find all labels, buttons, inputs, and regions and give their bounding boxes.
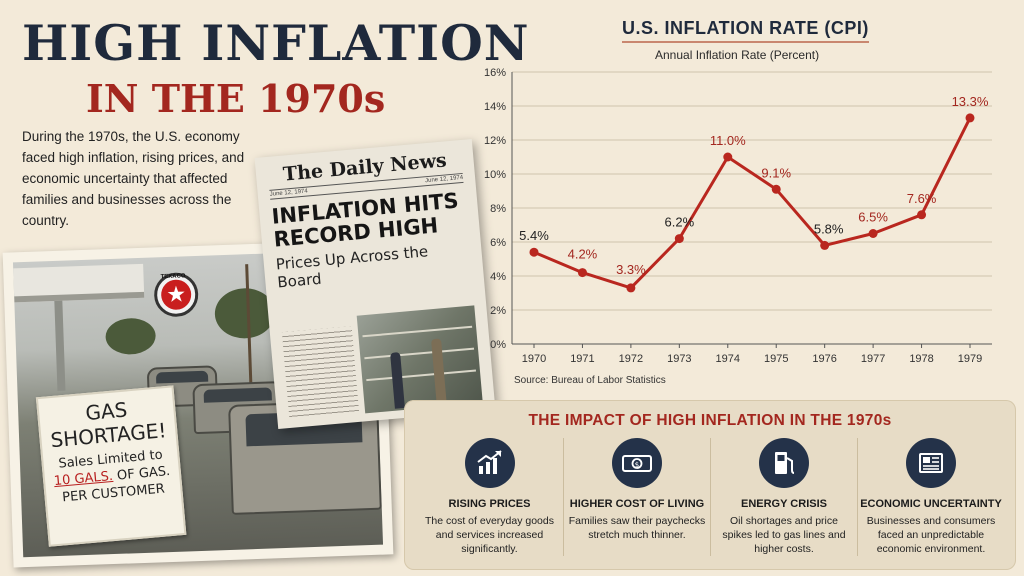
money-bill-icon: $ <box>612 438 662 488</box>
date-right: June 12, 1974 <box>424 174 464 185</box>
rising-chart-icon <box>464 438 515 488</box>
y-tick-label: 16% <box>484 67 506 79</box>
series-line <box>533 117 972 290</box>
x-tick-label: 1979 <box>958 353 982 365</box>
data-point <box>965 113 975 123</box>
texaco-sign: TEXACO ★ <box>153 271 199 318</box>
chart-subtitle: Annual Inflation Rate (Percent) <box>655 48 820 62</box>
data-point <box>820 240 830 250</box>
data-label: 13.3% <box>952 94 989 109</box>
x-tick-label: 1973 <box>667 353 691 365</box>
y-tick-label: 8% <box>490 203 506 215</box>
data-point <box>577 268 587 278</box>
data-point <box>529 247 539 257</box>
impact-item-desc: Businesses and consumers faced an unpred… <box>866 515 996 555</box>
data-label: 7.6% <box>907 191 937 206</box>
data-point <box>723 152 733 162</box>
impact-item-cost-of-living: $ HIGHER COST OF LIVING Families saw the… <box>563 438 710 556</box>
data-label: 11.0% <box>710 133 746 148</box>
impact-item-title: RISING PRICES <box>448 498 531 510</box>
data-label: 6.2% <box>665 215 695 230</box>
data-label: 6.5% <box>858 210 888 225</box>
x-tick-label: 1972 <box>619 353 643 365</box>
intro-text: During the 1970s, the U.S. economy faced… <box>22 129 245 228</box>
supermarket-photo <box>356 305 483 414</box>
y-tick-label: 14% <box>484 101 506 113</box>
date-left: June 12, 1974 <box>269 188 308 198</box>
x-tick-label: 1974 <box>716 353 740 365</box>
newspaper-clipping: The Daily News June 12, 1974 June 12, 19… <box>254 139 496 429</box>
impact-item-title: ENERGY CRISIS <box>741 498 827 510</box>
x-tick-label: 1970 <box>522 353 546 365</box>
station-post <box>54 300 66 391</box>
inflation-line-chart: 0% 2% 4% 6% 8% 10% 12% 14% 16% 1970 1971 1972 1973 19… <box>484 67 992 365</box>
data-label: 3.3% <box>616 262 646 277</box>
impact-item-desc: Oil shortages and price spikes led to ga… <box>722 515 846 555</box>
svg-text:$: $ <box>635 461 639 469</box>
impact-items: RISING PRICES The cost of everyday goods… <box>416 438 1004 556</box>
impact-panel: THE IMPACT OF HIGH INFLATION IN THE 1970… <box>404 400 1016 570</box>
data-label: 5.8% <box>814 221 844 236</box>
y-tick-label: 10% <box>484 169 506 181</box>
x-tick-label: 1971 <box>570 353 594 365</box>
texaco-label: TEXACO <box>160 273 186 281</box>
shopper <box>390 352 405 409</box>
main-subtitle: IN THE 1970s <box>86 76 386 121</box>
data-point <box>674 234 684 244</box>
impact-item-rising-prices: RISING PRICES The cost of everyday goods… <box>416 438 563 556</box>
impact-item-desc: The cost of everyday goods and services … <box>425 515 554 555</box>
newspaper-body-text <box>281 326 360 418</box>
data-point <box>868 229 878 238</box>
chart-source: Source: Bureau of Labor Statistics <box>514 375 666 386</box>
gas-pump-icon <box>759 438 809 488</box>
main-title: HIGH INFLATION <box>22 14 530 72</box>
chart-title: U.S. INFLATION RATE (CPI) <box>622 18 869 43</box>
data-point <box>917 210 927 220</box>
station-canopy <box>13 263 145 303</box>
data-point <box>771 184 781 194</box>
x-tick-label: 1978 <box>909 353 933 365</box>
impact-item-energy-crisis: ENERGY CRISIS Oil shortages and price sp… <box>710 438 857 556</box>
y-tick-label: 2% <box>490 305 506 317</box>
impact-item-title: ECONOMIC UNCERTAINTY <box>860 498 1002 510</box>
newspaper-icon <box>906 438 956 488</box>
impact-title: THE IMPACT OF HIGH INFLATION IN THE 1970… <box>528 412 892 429</box>
y-tick-label: 12% <box>484 135 506 147</box>
y-tick-label: 6% <box>490 237 506 249</box>
x-tick-label: 1975 <box>764 353 788 365</box>
y-tick-label: 4% <box>490 271 506 283</box>
x-tick-label: 1976 <box>812 353 836 365</box>
data-label: 9.1% <box>761 165 791 180</box>
impact-item-title: HIGHER COST OF LIVING <box>569 498 705 510</box>
x-tick-label: 1977 <box>861 353 885 365</box>
data-label: 5.4% <box>519 228 549 243</box>
gas-shortage-sign: GAS SHORTAGE! Sales Limited to 10 GALS. … <box>35 385 187 547</box>
data-label: 4.2% <box>568 247 598 262</box>
impact-item-economic-uncertainty: ECONOMIC UNCERTAINTY Businesses and cons… <box>857 438 1004 556</box>
impact-item-desc: Families saw their paychecks stretch muc… <box>568 515 706 541</box>
tree <box>105 317 157 356</box>
data-point <box>626 283 636 293</box>
star-icon: ★ <box>160 279 192 311</box>
y-tick-label: 0% <box>490 339 506 351</box>
